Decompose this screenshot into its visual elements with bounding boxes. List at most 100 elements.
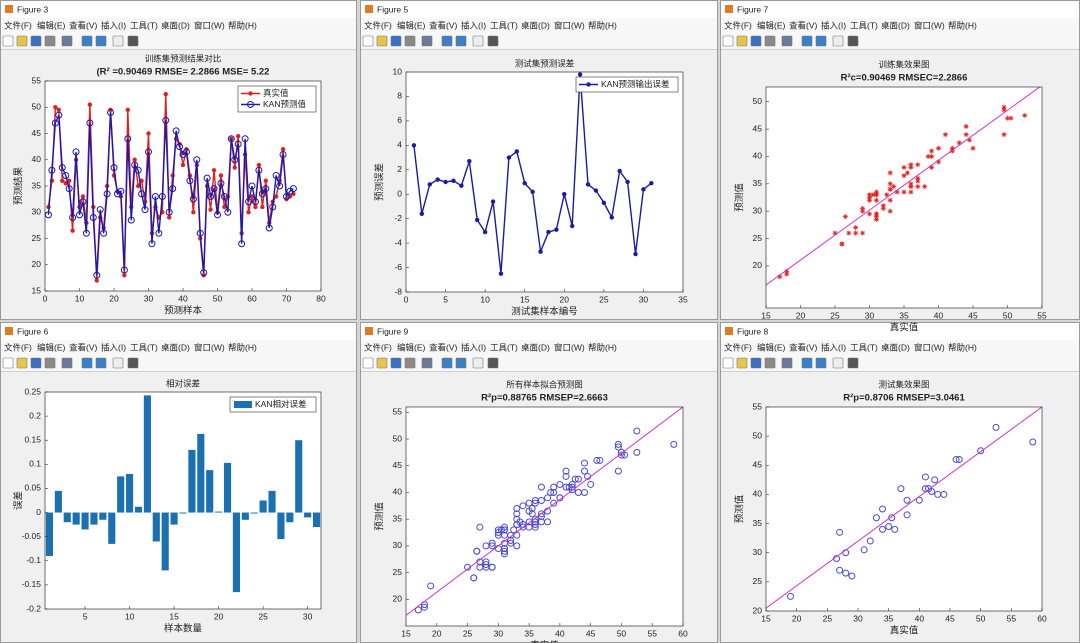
toolbar-icon[interactable]	[847, 357, 859, 369]
toolbar-icon[interactable]	[722, 357, 734, 369]
menu-item[interactable]: 文件(F)	[4, 342, 32, 352]
toolbar-icon[interactable]	[404, 35, 416, 47]
toolbar-icon[interactable]	[472, 357, 484, 369]
toolbar-icon[interactable]	[764, 357, 776, 369]
toolbar-icon[interactable]	[30, 35, 42, 47]
menu-item[interactable]: 桌面(D)	[881, 342, 910, 352]
toolbar-icon[interactable]	[362, 357, 374, 369]
toolbar-icon[interactable]	[815, 35, 827, 47]
menu-item[interactable]: 编辑(E)	[397, 342, 426, 352]
toolbar-icon[interactable]	[390, 357, 402, 369]
menu-item[interactable]: 编辑(E)	[757, 20, 786, 30]
toolbar-icon[interactable]	[736, 35, 748, 47]
menu-item[interactable]: 文件(F)	[364, 342, 392, 352]
toolbar-icon[interactable]	[750, 357, 762, 369]
menu-item[interactable]: 帮助(H)	[948, 20, 977, 30]
menu-item[interactable]: 查看(V)	[429, 20, 458, 30]
toolbar-icon[interactable]	[30, 357, 42, 369]
toolbar-icon[interactable]	[127, 357, 139, 369]
menu-item[interactable]: 桌面(D)	[161, 342, 190, 352]
toolbar-icon[interactable]	[61, 357, 73, 369]
menu-item[interactable]: 帮助(H)	[948, 342, 977, 352]
menu-item[interactable]: 工具(T)	[850, 342, 878, 352]
menu-item[interactable]: 窗口(W)	[554, 342, 585, 352]
menu-item[interactable]: 帮助(H)	[588, 342, 617, 352]
menu-item[interactable]: 插入(I)	[821, 342, 846, 352]
toolbar-icon[interactable]	[781, 35, 793, 47]
toolbar-icon[interactable]	[750, 35, 762, 47]
toolbar-icon[interactable]	[112, 357, 124, 369]
toolbar-icon[interactable]	[455, 357, 467, 369]
toolbar-icon[interactable]	[16, 357, 28, 369]
menu-item[interactable]: 文件(F)	[724, 20, 752, 30]
toolbar-icon[interactable]	[801, 357, 813, 369]
menu-item[interactable]: 窗口(W)	[554, 20, 585, 30]
toolbar-icon[interactable]	[61, 35, 73, 47]
menu-item[interactable]: 桌面(D)	[881, 20, 910, 30]
toolbar-icon[interactable]	[722, 35, 734, 47]
menu-item[interactable]: 查看(V)	[789, 342, 818, 352]
menu-item[interactable]: 插入(I)	[821, 20, 846, 30]
menu-item[interactable]: 编辑(E)	[37, 342, 66, 352]
menu-item[interactable]: 窗口(W)	[194, 342, 225, 352]
menu-item[interactable]: 文件(F)	[364, 20, 392, 30]
toolbar-icon[interactable]	[127, 35, 139, 47]
toolbar-icon[interactable]	[390, 35, 402, 47]
menu-item[interactable]: 编辑(E)	[37, 20, 66, 30]
toolbar-icon[interactable]	[112, 35, 124, 47]
menu-item[interactable]: 插入(I)	[101, 342, 126, 352]
menu-item[interactable]: 桌面(D)	[161, 20, 190, 30]
toolbar-icon[interactable]	[441, 357, 453, 369]
toolbar-icon[interactable]	[362, 35, 374, 47]
menu-item[interactable]: 工具(T)	[130, 342, 158, 352]
menu-item[interactable]: 插入(I)	[101, 20, 126, 30]
menu-item[interactable]: 工具(T)	[130, 20, 158, 30]
toolbar-icon[interactable]	[95, 35, 107, 47]
menu-item[interactable]: 窗口(W)	[914, 342, 945, 352]
menu-item[interactable]: 文件(F)	[4, 20, 32, 30]
menu-item[interactable]: 帮助(H)	[228, 342, 257, 352]
toolbar-icon[interactable]	[376, 35, 388, 47]
menu-item[interactable]: 工具(T)	[490, 342, 518, 352]
toolbar-icon[interactable]	[781, 357, 793, 369]
menu-item[interactable]: 窗口(W)	[914, 20, 945, 30]
toolbar-icon[interactable]	[81, 357, 93, 369]
toolbar-icon[interactable]	[832, 357, 844, 369]
menu-item[interactable]: 桌面(D)	[521, 342, 550, 352]
toolbar-icon[interactable]	[404, 357, 416, 369]
toolbar-icon[interactable]	[421, 357, 433, 369]
toolbar-icon[interactable]	[736, 357, 748, 369]
menu-item[interactable]: 编辑(E)	[757, 342, 786, 352]
toolbar-icon[interactable]	[832, 35, 844, 47]
toolbar-icon[interactable]	[2, 35, 14, 47]
menu-item[interactable]: 查看(V)	[69, 342, 98, 352]
toolbar-icon[interactable]	[16, 35, 28, 47]
menu-item[interactable]: 窗口(W)	[194, 20, 225, 30]
toolbar-icon[interactable]	[472, 35, 484, 47]
menu-item[interactable]: 查看(V)	[429, 342, 458, 352]
toolbar-icon[interactable]	[376, 357, 388, 369]
menu-item[interactable]: 编辑(E)	[397, 20, 426, 30]
menu-item[interactable]: 帮助(H)	[588, 20, 617, 30]
menu-item[interactable]: 工具(T)	[850, 20, 878, 30]
toolbar-icon[interactable]	[815, 357, 827, 369]
menu-item[interactable]: 文件(F)	[724, 342, 752, 352]
toolbar-icon[interactable]	[801, 35, 813, 47]
toolbar-icon[interactable]	[2, 357, 14, 369]
menu-item[interactable]: 查看(V)	[789, 20, 818, 30]
toolbar-icon[interactable]	[847, 35, 859, 47]
toolbar-icon[interactable]	[764, 35, 776, 47]
toolbar-icon[interactable]	[487, 357, 499, 369]
toolbar-icon[interactable]	[95, 357, 107, 369]
toolbar-icon[interactable]	[421, 35, 433, 47]
toolbar-icon[interactable]	[455, 35, 467, 47]
menu-item[interactable]: 桌面(D)	[521, 20, 550, 30]
menu-item[interactable]: 插入(I)	[461, 342, 486, 352]
toolbar-icon[interactable]	[81, 35, 93, 47]
toolbar-icon[interactable]	[44, 35, 56, 47]
toolbar-icon[interactable]	[44, 357, 56, 369]
menu-item[interactable]: 工具(T)	[490, 20, 518, 30]
toolbar-icon[interactable]	[487, 35, 499, 47]
menu-item[interactable]: 查看(V)	[69, 20, 98, 30]
menu-item[interactable]: 插入(I)	[461, 20, 486, 30]
